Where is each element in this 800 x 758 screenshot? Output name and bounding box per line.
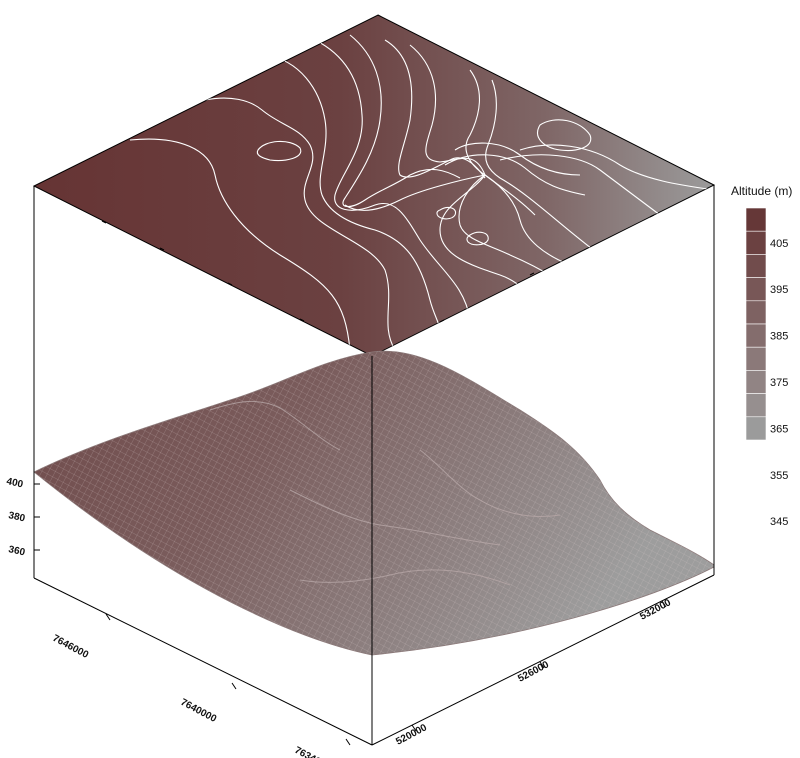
contour-line	[342, 34, 461, 208]
contour-line	[485, 79, 601, 256]
legend-label: 405	[770, 238, 788, 250]
contour-lines	[129, 34, 714, 351]
legend-swatch	[745, 254, 767, 278]
legend-label: 355	[770, 470, 788, 482]
legend-label: 375	[770, 377, 788, 389]
contour-line	[204, 97, 396, 351]
legend: Altitude (m) 405 395 385 375 365 355 345	[731, 184, 792, 528]
x-tick-label: 532000	[638, 597, 673, 623]
contour-line	[129, 138, 351, 351]
contour-map	[32, 14, 716, 357]
contour-line	[466, 231, 489, 246]
surface-ridges	[209, 400, 561, 586]
z-tick-label: 400	[5, 476, 24, 490]
z-tick-label: 360	[7, 544, 26, 558]
legend-swatch	[745, 277, 767, 302]
legend-swatch	[745, 393, 767, 418]
contour-line	[256, 140, 302, 162]
contour-line	[264, 54, 442, 346]
legend-label: 345	[770, 516, 788, 528]
y-tick-label: 7646000	[51, 633, 91, 661]
z-axis: 400 380 360	[5, 476, 40, 558]
contour-line	[454, 142, 581, 176]
legend-title: Altitude (m)	[731, 184, 792, 198]
contour-line	[519, 144, 714, 191]
legend-label: 365	[770, 423, 788, 435]
contour-line	[444, 154, 586, 196]
contour-line	[344, 174, 486, 211]
legend-swatch	[745, 346, 767, 371]
wireframe-surface	[33, 350, 715, 656]
legend-swatch	[745, 370, 767, 394]
legend-label: 385	[770, 331, 788, 343]
x-tick-label: 520000	[394, 722, 429, 748]
legend-swatch	[745, 230, 767, 255]
legend-label: 395	[770, 284, 788, 296]
contour-line	[465, 69, 536, 216]
surface-mesh	[34, 351, 714, 655]
contour-line	[436, 206, 457, 220]
legend-swatch	[745, 416, 767, 441]
y-tick-label: 7640000	[179, 697, 219, 725]
legend-swatch	[745, 323, 767, 348]
contour-line	[409, 44, 486, 176]
contour-line	[314, 39, 471, 321]
frame-front	[33, 185, 715, 746]
z-tick-label: 380	[7, 510, 26, 524]
x-tick-label: 526000	[516, 659, 551, 685]
contour-line	[484, 174, 571, 266]
legend-swatch	[745, 300, 767, 325]
y-tick-label: 7634000	[293, 745, 333, 758]
legend-swatch	[745, 207, 767, 232]
contour-line	[499, 154, 661, 216]
